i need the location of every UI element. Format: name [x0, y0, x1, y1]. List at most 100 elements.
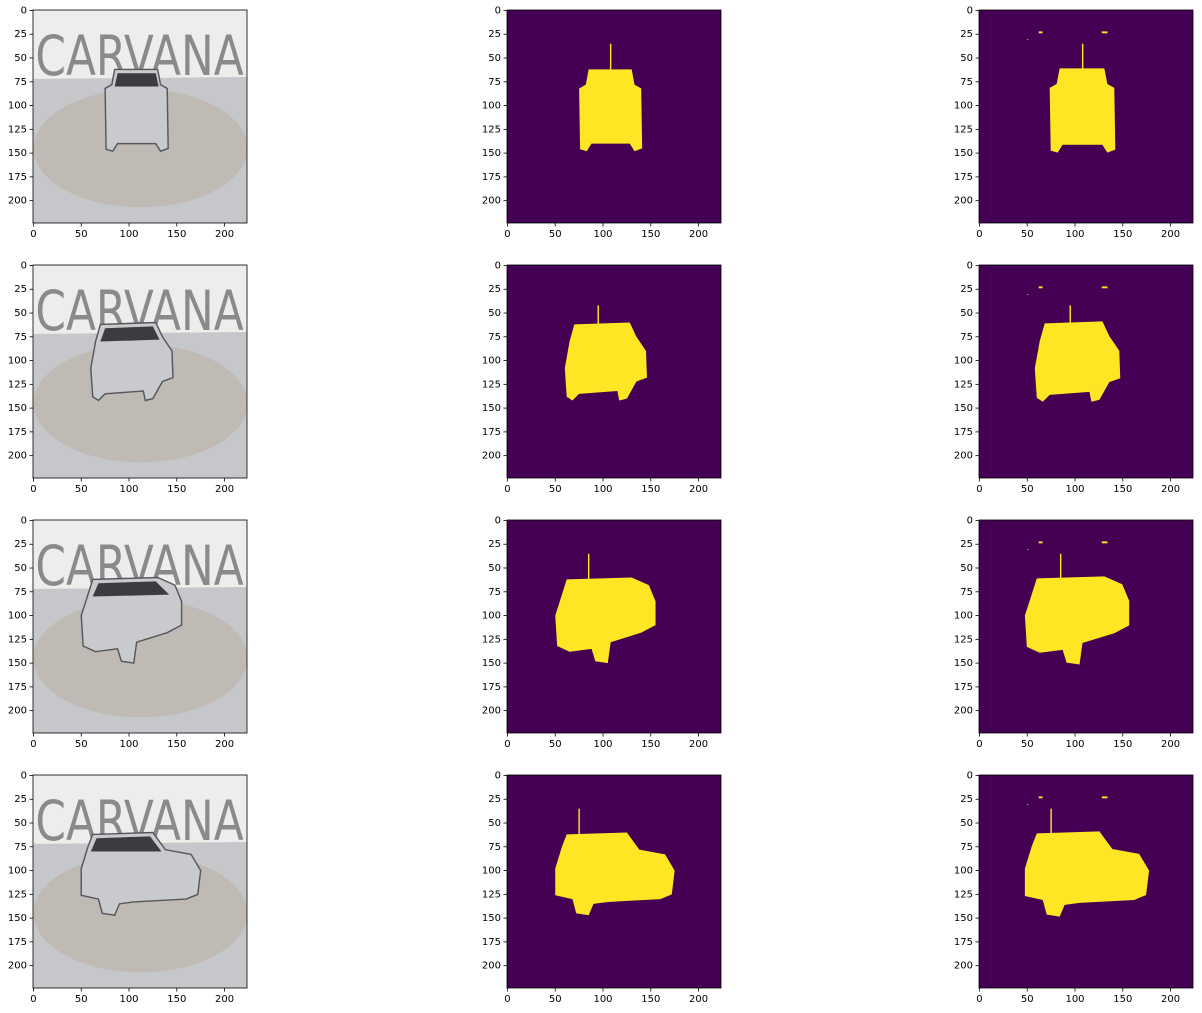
x-tick-label: 200 — [689, 229, 708, 240]
y-tick-label: 0 — [21, 770, 27, 781]
mask-region — [1034, 321, 1121, 402]
y-tick-label: 50 — [960, 818, 973, 829]
y-tick-label: 200 — [954, 961, 973, 972]
y-tick-label: 50 — [960, 53, 973, 64]
mask-region — [1024, 576, 1130, 665]
image-area — [507, 520, 721, 733]
subplot: 0 50 100 150 200 0 25 50 75 100 125 150 175 200 — [954, 260, 1194, 495]
x-tick-label: 50 — [1021, 484, 1034, 495]
x-tick-label: 100 — [1065, 229, 1084, 240]
mask-speck — [1101, 31, 1108, 34]
x-tick-label: 150 — [1113, 229, 1132, 240]
y-tick-label: 75 — [488, 332, 501, 343]
y-tick-label: 150 — [482, 913, 501, 924]
y-tick-label: 100 — [482, 866, 501, 877]
y-tick-label: 0 — [967, 770, 973, 781]
y-tick-label: 25 — [960, 29, 973, 40]
y-tick-label: 150 — [482, 403, 501, 414]
car-body — [90, 321, 174, 402]
x-tick-label: 0 — [976, 229, 982, 240]
y-tick-label: 150 — [954, 403, 973, 414]
y-tick-label: 50 — [488, 818, 501, 829]
car-body — [80, 576, 183, 664]
mask-speck — [1027, 294, 1029, 295]
y-tick-label: 100 — [954, 101, 973, 112]
mask-speck — [1038, 796, 1043, 799]
y-tick-label: 25 — [14, 539, 27, 550]
y-tick-label: 200 — [482, 961, 501, 972]
y-tick-label: 125 — [8, 889, 27, 900]
y-tick-label: 150 — [954, 913, 973, 924]
y-tick-label: 200 — [8, 706, 27, 717]
y-tick-label: 75 — [488, 77, 501, 88]
x-tick-label: 150 — [641, 739, 660, 750]
mask-region — [1024, 831, 1150, 917]
y-tick-label: 125 — [482, 634, 501, 645]
y-tick-label: 125 — [8, 124, 27, 135]
x-tick-label: 100 — [1065, 994, 1084, 1005]
x-tick-label: 0 — [504, 994, 510, 1005]
mask-speck — [1027, 549, 1029, 550]
x-tick-label: 0 — [976, 484, 982, 495]
x-tick-label: 200 — [215, 229, 234, 240]
y-tick-label: 150 — [8, 403, 27, 414]
y-tick-label: 125 — [8, 379, 27, 390]
x-tick-label: 200 — [1161, 229, 1180, 240]
y-tick-label: 75 — [960, 842, 973, 853]
x-tick-label: 50 — [75, 994, 88, 1005]
x-tick-label: 0 — [30, 739, 36, 750]
y-tick-label: 75 — [488, 587, 501, 598]
floor — [33, 332, 247, 478]
x-tick-label: 50 — [549, 739, 562, 750]
x-tick-label: 150 — [641, 484, 660, 495]
x-tick-label: 150 — [167, 484, 186, 495]
y-tick-label: 175 — [954, 937, 973, 948]
axes-frame — [506, 774, 722, 989]
subplot: 0 50 100 150 200 0 25 50 75 100 125 150 175 200 — [482, 770, 722, 1005]
y-tick-label: 50 — [960, 308, 973, 319]
floor — [33, 77, 247, 223]
y-tick-label: 100 — [954, 611, 973, 622]
axes-frame — [32, 264, 248, 479]
y-tick-label: 125 — [482, 124, 501, 135]
mask-speck — [1027, 804, 1029, 805]
subplot: CARVANA 0 50 100 150 200 0 25 50 75 100 125 150 175 20… — [8, 770, 248, 1005]
y-tick-label: 125 — [482, 889, 501, 900]
y-tick-label: 175 — [8, 937, 27, 948]
y-tick-label: 175 — [482, 937, 501, 948]
x-tick-label: 0 — [30, 484, 36, 495]
mask-speck — [1101, 286, 1108, 289]
y-tick-label: 50 — [14, 308, 27, 319]
y-tick-label: 50 — [488, 563, 501, 574]
subplot: 0 50 100 150 200 0 25 50 75 100 125 150 175 200 — [482, 5, 722, 240]
x-tick-label: 200 — [689, 994, 708, 1005]
mask-region — [555, 832, 675, 916]
car-roof — [114, 73, 159, 87]
y-tick-label: 125 — [482, 379, 501, 390]
axes-frame — [978, 774, 1194, 989]
y-tick-label: 75 — [488, 842, 501, 853]
mask-speck — [1094, 75, 1097, 78]
mask-region — [579, 69, 643, 152]
y-tick-label: 125 — [954, 889, 973, 900]
x-tick-label: 50 — [75, 484, 88, 495]
x-tick-label: 200 — [215, 484, 234, 495]
subplot: 0 50 100 150 200 0 25 50 75 100 125 150 175 200 — [954, 515, 1194, 750]
mask-speck — [1038, 541, 1043, 544]
image-area — [979, 775, 1193, 988]
axes-frame — [506, 264, 722, 479]
x-tick-label: 200 — [1161, 994, 1180, 1005]
x-tick-label: 100 — [119, 994, 138, 1005]
mask-speck — [1101, 796, 1108, 799]
axes-frame — [506, 519, 722, 734]
x-tick-label: 50 — [1021, 229, 1034, 240]
y-tick-label: 100 — [8, 611, 27, 622]
x-tick-label: 100 — [593, 484, 612, 495]
x-tick-label: 0 — [976, 739, 982, 750]
car-roof — [92, 581, 170, 597]
mask-speck — [1101, 541, 1108, 544]
x-tick-label: 0 — [504, 739, 510, 750]
y-tick-label: 25 — [960, 284, 973, 295]
y-tick-label: 0 — [21, 260, 27, 271]
